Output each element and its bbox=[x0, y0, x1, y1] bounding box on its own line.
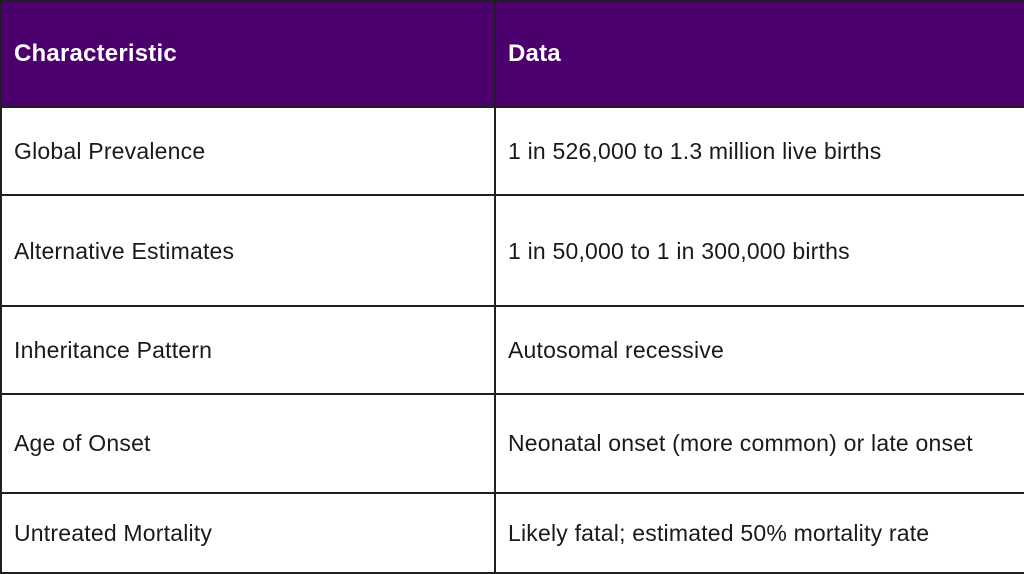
characteristic-cell: Global Prevalence bbox=[0, 105, 496, 197]
header-row: Characteristic Data bbox=[0, 0, 1024, 108]
table-header: Characteristic Data bbox=[0, 0, 1024, 108]
characteristic-cell: Alternative Estimates bbox=[0, 194, 496, 307]
data-cell: Likely fatal; estimated 50% mortality ra… bbox=[494, 491, 1024, 574]
table-row: Age of Onset Neonatal onset (more common… bbox=[0, 393, 1024, 494]
table-row: Untreated Mortality Likely fatal; estima… bbox=[0, 491, 1024, 574]
data-cell: 1 in 50,000 to 1 in 300,000 births bbox=[494, 194, 1024, 307]
data-cell: 1 in 526,000 to 1.3 million live births bbox=[494, 105, 1024, 197]
data-cell: Neonatal onset (more common) or late ons… bbox=[494, 393, 1024, 494]
table-row: Global Prevalence 1 in 526,000 to 1.3 mi… bbox=[0, 105, 1024, 197]
table-body: Global Prevalence 1 in 526,000 to 1.3 mi… bbox=[0, 105, 1024, 574]
header-data: Data bbox=[494, 0, 1024, 108]
characteristic-cell: Inheritance Pattern bbox=[0, 304, 496, 396]
table-row: Inheritance Pattern Autosomal recessive bbox=[0, 304, 1024, 396]
table-row: Alternative Estimates 1 in 50,000 to 1 i… bbox=[0, 194, 1024, 307]
header-characteristic: Characteristic bbox=[0, 0, 496, 108]
characteristic-cell: Age of Onset bbox=[0, 393, 496, 494]
data-cell: Autosomal recessive bbox=[494, 304, 1024, 396]
characteristic-cell: Untreated Mortality bbox=[0, 491, 496, 574]
